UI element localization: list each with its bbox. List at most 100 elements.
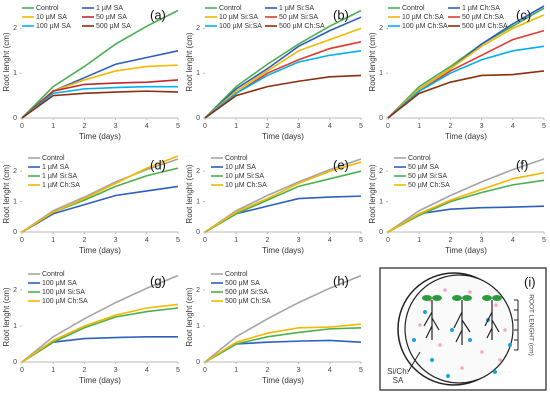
x-tick-label: 3 xyxy=(297,123,301,130)
series-line xyxy=(204,27,362,119)
y-tick-label: 0 xyxy=(13,115,17,122)
series-line xyxy=(21,9,179,119)
x-axis-label: Time (days) xyxy=(79,246,121,255)
x-tick-label: 1 xyxy=(51,237,55,244)
series-line xyxy=(21,85,178,119)
legend-label: 500 µM Ch:SA xyxy=(462,23,508,30)
y-tick-label: 0 xyxy=(379,115,383,122)
x-tick-label: 0 xyxy=(203,123,207,130)
x-axis-label: Time (days) xyxy=(445,132,487,141)
y-tick-label: 1 xyxy=(379,198,383,205)
legend-label: 1 µM Ch:SA xyxy=(42,182,80,189)
x-tick-label: 5 xyxy=(542,123,546,130)
y-tick-label: 0 xyxy=(196,229,200,236)
series-line xyxy=(204,74,362,119)
legend-label: 10 µM Si:SA xyxy=(219,14,258,21)
legend-label: 100 µM SA xyxy=(42,280,77,287)
series-line xyxy=(21,158,179,233)
x-tick-label: 0 xyxy=(20,367,24,374)
legend-label: Control xyxy=(408,155,431,162)
series-line xyxy=(21,303,179,363)
x-tick-label: 5 xyxy=(359,367,363,374)
y-tick-label: 1 xyxy=(13,198,17,205)
y-axis-label: Root lenght (cm) xyxy=(185,287,194,346)
x-tick-label: 4 xyxy=(511,237,515,244)
series-line xyxy=(21,155,179,233)
series-line xyxy=(21,307,179,363)
x-tick-label: 1 xyxy=(417,237,421,244)
x-tick-label: 2 xyxy=(448,123,452,130)
legend-label: 1 µM SA xyxy=(96,5,123,12)
y-tick-label: 2 xyxy=(196,25,200,32)
legend-label: 10 µM SA xyxy=(225,164,256,171)
y-tick-label: 2 xyxy=(196,287,200,294)
legend-label: 100 µM Si:SA xyxy=(219,23,262,30)
x-tick-label: 3 xyxy=(480,123,484,130)
y-axis-label: Root lenght (cm) xyxy=(368,32,377,91)
legend-label: Control xyxy=(36,5,59,12)
y-tick-label: 1 xyxy=(196,323,200,330)
x-axis-label: Time (days) xyxy=(262,246,304,255)
legend-label: 50 µM SA xyxy=(96,14,127,21)
panel-label: (c) xyxy=(516,7,531,22)
series-line xyxy=(387,179,545,233)
legend-label: 500 µM Ch:SA xyxy=(279,23,325,30)
panel-label: (f) xyxy=(516,157,528,172)
x-tick-label: 2 xyxy=(82,367,86,374)
y-tick-label: 2 xyxy=(379,168,383,175)
x-tick-label: 1 xyxy=(51,123,55,130)
x-axis-label: Time (days) xyxy=(262,132,304,141)
y-axis-label: Root lenght (cm) xyxy=(185,32,194,91)
series-line xyxy=(204,274,362,363)
series-line xyxy=(387,171,545,233)
panel-label: (h) xyxy=(333,273,349,288)
x-tick-label: 4 xyxy=(145,237,149,244)
callout-line xyxy=(407,351,421,373)
legend-label: 500 µM SA xyxy=(96,23,131,30)
x-tick-label: 5 xyxy=(359,237,363,244)
y-tick-label: 1 xyxy=(379,70,383,77)
series-line xyxy=(204,161,362,233)
y-tick-label: 0 xyxy=(379,229,383,236)
x-tick-label: 0 xyxy=(386,237,390,244)
legend-label: 50 µM Si:SA xyxy=(279,14,318,21)
x-axis-label: Time (days) xyxy=(79,132,121,141)
x-tick-label: 3 xyxy=(114,367,118,374)
series-line xyxy=(387,7,545,119)
ruler-label: ROOT LENGHT (cm) xyxy=(527,294,534,356)
series-line xyxy=(387,14,545,119)
y-tick-label: 1 xyxy=(196,198,200,205)
series-line xyxy=(204,9,362,119)
legend-label: Control xyxy=(42,155,65,162)
callout-label: Si/Ch: xyxy=(387,367,409,376)
series-line xyxy=(204,170,362,233)
ruler xyxy=(514,299,519,351)
x-tick-label: 2 xyxy=(265,237,269,244)
y-tick-label: 2 xyxy=(13,168,17,175)
y-tick-label: 2 xyxy=(379,25,383,32)
legend-label: 50 µM Ch:SA xyxy=(462,14,504,21)
leaves xyxy=(422,295,502,301)
x-tick-label: 1 xyxy=(234,367,238,374)
x-tick-label: 4 xyxy=(145,123,149,130)
legend-label: 1 µM Si:SA xyxy=(279,5,314,12)
x-tick-label: 0 xyxy=(20,237,24,244)
x-tick-label: 0 xyxy=(386,123,390,130)
series-line xyxy=(387,70,545,119)
x-tick-label: 5 xyxy=(176,367,180,374)
legend-label: 50 µM SA xyxy=(408,164,439,171)
y-tick-label: 0 xyxy=(196,115,200,122)
x-axis-label: Time (days) xyxy=(262,376,304,385)
legend-label: 100 µM Ch:SA xyxy=(402,23,448,30)
x-tick-label: 1 xyxy=(234,237,238,244)
x-tick-label: 3 xyxy=(114,237,118,244)
y-tick-label: 0 xyxy=(13,359,17,366)
x-tick-label: 0 xyxy=(203,367,207,374)
legend-label: 50 µM Ch:SA xyxy=(408,182,450,189)
panel-label: (e) xyxy=(333,157,349,172)
y-tick-label: 2 xyxy=(196,168,200,175)
series-line xyxy=(204,50,362,119)
x-tick-label: 5 xyxy=(176,123,180,130)
diagram: (i) ROOT LENGHT (cm) Si/Ch: SA xyxy=(379,267,547,391)
